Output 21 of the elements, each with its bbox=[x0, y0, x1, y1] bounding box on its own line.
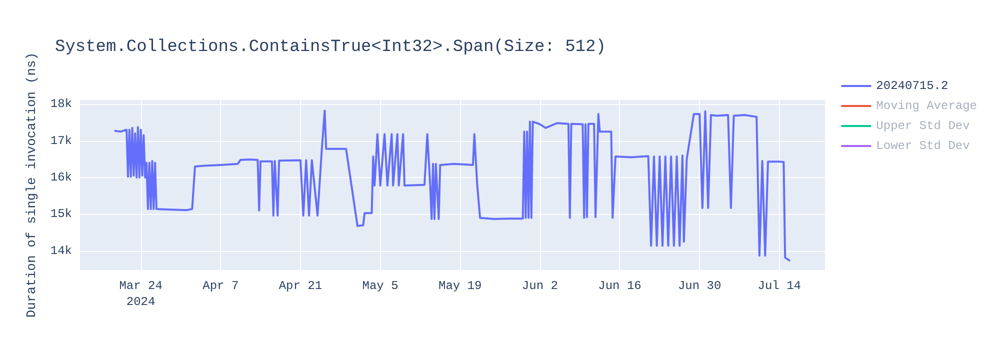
legend-label: 20240715.2 bbox=[876, 79, 948, 93]
legend-label: Upper Std Dev bbox=[876, 119, 970, 133]
y-axis-title: Duration of single invocation (ns) bbox=[24, 52, 39, 318]
x-tick-label: May 5 bbox=[362, 279, 398, 293]
legend-label: Moving Average bbox=[876, 99, 978, 113]
x-tick-label: Mar 24 2024 bbox=[119, 279, 162, 309]
line-series bbox=[114, 110, 790, 262]
x-tick-label: Jun 30 bbox=[678, 279, 722, 293]
x-tick-label: Jun 16 bbox=[598, 279, 642, 293]
legend-label: Lower Std Dev bbox=[876, 139, 970, 153]
x-tick-label: Jul 14 bbox=[758, 279, 801, 293]
x-tick-label: Jun 2 bbox=[522, 279, 558, 293]
chart-title: System.Collections.ContainsTrue<Int32>.Span(Size: 512) bbox=[55, 38, 606, 57]
y-tick-label: 18k bbox=[50, 97, 72, 112]
x-tick-label: Apr 7 bbox=[202, 279, 239, 293]
y-tick-label: 16k bbox=[50, 170, 72, 184]
x-tick-label: Apr 21 bbox=[278, 279, 322, 293]
x-tick-label: May 19 bbox=[438, 279, 482, 293]
y-tick-label: 15k bbox=[50, 207, 72, 222]
y-tick-label: 14k bbox=[50, 244, 72, 258]
y-tick-label: 17k bbox=[50, 134, 72, 148]
